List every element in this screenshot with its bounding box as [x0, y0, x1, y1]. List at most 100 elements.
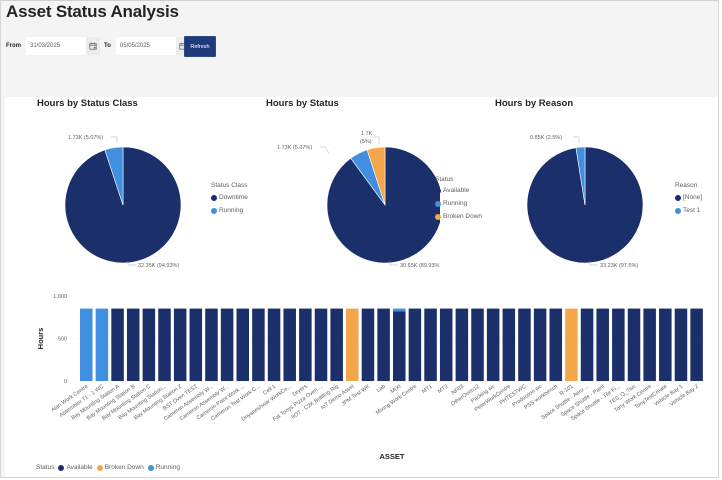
x-tick-label: MIXI	[390, 383, 403, 395]
bar-available[interactable]	[612, 308, 625, 381]
pie-status-title: Hours by Status	[266, 98, 339, 109]
y-tick-label: 0	[64, 379, 67, 385]
bar-available[interactable]	[580, 308, 594, 381]
bar-legend-item-available[interactable]: Available	[58, 464, 93, 471]
bar-available[interactable]	[471, 308, 484, 381]
legend-reason-title: Reason	[675, 182, 698, 189]
legend-label: Downtime	[219, 194, 248, 201]
bar-broken-down[interactable]	[565, 308, 578, 381]
calendar-icon	[89, 42, 97, 50]
bar-available[interactable]	[220, 308, 234, 381]
pie-data-label: 1.73K (5.07%)	[277, 145, 312, 151]
bar-available[interactable]	[690, 308, 703, 381]
legend-dot-icon	[675, 207, 681, 214]
bar-available[interactable]	[111, 308, 124, 381]
bar-available[interactable]	[643, 308, 656, 381]
bar-available[interactable]	[267, 308, 281, 381]
bar-available[interactable]	[674, 308, 688, 381]
bar-running[interactable]	[80, 308, 93, 381]
legend-dot-icon	[96, 464, 103, 471]
legend-dot-icon	[211, 194, 217, 201]
bar-available[interactable]	[518, 308, 531, 381]
bar-broken-down[interactable]	[346, 308, 359, 381]
bar-legend-item-broken-down[interactable]: Broken Down	[96, 464, 144, 471]
bar-available[interactable]	[424, 308, 437, 381]
bar-available[interactable]	[158, 308, 171, 381]
legend-dot-icon	[435, 213, 441, 220]
x-tick-label: MT1	[421, 384, 433, 395]
pie-status: 30.65K (89.93%) 1.73K (5.07%) 1.7K (5%)	[277, 131, 440, 269]
leader-line	[320, 146, 330, 154]
pie-data-label: 1.73K (5.07%)	[68, 135, 103, 141]
leader-line	[573, 136, 580, 143]
legend-dot-icon	[58, 464, 65, 471]
x-axis-title: ASSET	[379, 452, 404, 461]
pie-slice-available[interactable]	[326, 146, 440, 264]
x-tick-label: MT2	[437, 384, 449, 395]
bar-legend: Status Available Broken Down Running	[36, 464, 180, 471]
bar-available[interactable]	[299, 308, 312, 381]
bar-available[interactable]	[533, 308, 547, 381]
bar-running[interactable]	[393, 308, 406, 312]
leader-line	[389, 261, 398, 266]
legend-status-title: Status	[435, 176, 454, 183]
pie-slice-running[interactable]	[104, 146, 124, 206]
legend-label: Available	[443, 187, 470, 194]
legend-label: Test 1	[683, 207, 701, 214]
pie-data-label: 30.65K (89.93%)	[400, 263, 440, 269]
legend-status-class-title: Status Class	[211, 182, 248, 189]
bar-available[interactable]	[330, 308, 343, 381]
leader-line	[111, 136, 118, 143]
bar-running[interactable]	[95, 308, 109, 381]
legend-dot-icon	[435, 187, 441, 194]
legend-label: [None]	[683, 194, 703, 201]
pie-status-class-title: Hours by Status Class	[37, 98, 138, 109]
bar-available[interactable]	[205, 308, 218, 381]
date-filter-bar: From 31/03/2025 To 05/05/2025	[6, 36, 190, 56]
legend-dot-icon	[435, 200, 441, 207]
from-date-input[interactable]: 31/03/2025	[26, 37, 86, 55]
pie-slice-test-1[interactable]	[575, 146, 586, 206]
bar-available[interactable]	[486, 308, 500, 381]
from-calendar-button[interactable]	[86, 37, 100, 55]
bar-available[interactable]	[627, 308, 641, 381]
bar-available[interactable]	[314, 308, 328, 381]
legend-label: Broken Down	[443, 213, 483, 220]
bar-available[interactable]	[173, 308, 187, 381]
bar-legend-item-running[interactable]: Running	[147, 464, 180, 471]
bar-available[interactable]	[596, 308, 609, 381]
x-tick-label: Lab	[376, 384, 387, 394]
legend-item-none[interactable]: [None]	[675, 194, 702, 201]
pie-slice-broken-down[interactable]	[366, 146, 386, 206]
bar-available[interactable]	[549, 308, 563, 381]
legend-item-available[interactable]: Available	[435, 187, 469, 194]
bar-available[interactable]	[408, 308, 422, 381]
pie-reason-title: Hours by Reason	[495, 98, 574, 109]
legend-item-running[interactable]: Running	[211, 207, 243, 214]
bar-legend-title: Status	[36, 464, 55, 471]
bar-available[interactable]	[361, 308, 375, 381]
bar-available[interactable]	[126, 308, 140, 381]
bar-available[interactable]	[377, 308, 390, 381]
bar-available[interactable]	[252, 308, 265, 381]
bar-available[interactable]	[455, 308, 469, 381]
refresh-button[interactable]: Refresh	[184, 36, 216, 57]
legend-item-broken-down[interactable]: Broken Down	[435, 213, 482, 220]
bar-available[interactable]	[393, 311, 406, 381]
from-label: From	[6, 43, 21, 49]
bar-available[interactable]	[236, 308, 250, 381]
to-date-input[interactable]: 05/05/2025	[115, 37, 176, 55]
legend-item-test1[interactable]: Test 1	[675, 207, 700, 214]
bar-available[interactable]	[659, 308, 672, 381]
bar-available[interactable]	[189, 308, 203, 381]
bar-available[interactable]	[142, 308, 156, 381]
bar-available[interactable]	[439, 308, 453, 381]
y-tick-label: 500	[58, 337, 67, 343]
pie-data-label: (5%)	[360, 139, 372, 145]
leader-line	[373, 136, 380, 145]
legend-item-running[interactable]: Running	[435, 200, 467, 207]
legend-item-downtime[interactable]: Downtime	[211, 194, 248, 201]
bar-available[interactable]	[502, 308, 516, 381]
bar-available[interactable]	[283, 308, 296, 381]
